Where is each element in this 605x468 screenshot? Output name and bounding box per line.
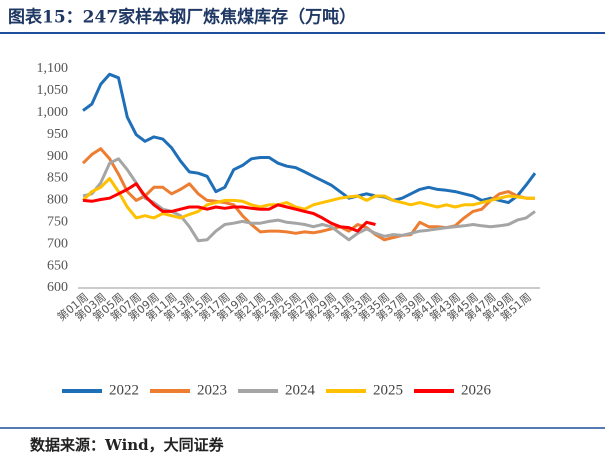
y-tick-label: 1,000 — [37, 105, 69, 120]
y-tick-label: 750 — [47, 215, 68, 230]
y-tick-label: 650 — [47, 258, 68, 273]
series-line — [81, 147, 535, 242]
y-tick-label: 1,100 — [37, 61, 69, 76]
source: 数据来源：Wind，大同证券 — [30, 436, 225, 454]
y-tick-label: 700 — [47, 236, 68, 251]
legend-label: 2025 — [373, 382, 403, 398]
series-line — [82, 157, 536, 243]
y-tick-label: 1,050 — [37, 83, 69, 98]
y-tick-label: 900 — [47, 149, 68, 164]
chart-title: 图表15：247家样本钢厂炼焦煤库存（万吨） — [8, 7, 356, 28]
y-tick-label: 950 — [47, 127, 68, 142]
legend-label: 2024 — [285, 382, 316, 398]
y-tick-label: 600 — [47, 280, 68, 295]
legend-label: 2023 — [197, 382, 227, 398]
legend-label: 2022 — [109, 382, 139, 398]
y-tick-label: 850 — [47, 171, 68, 186]
series-line — [81, 177, 535, 220]
series-line — [82, 182, 376, 233]
series-line — [82, 72, 537, 205]
legend-label: 2026 — [461, 382, 492, 398]
y-tick-label: 800 — [47, 193, 68, 208]
